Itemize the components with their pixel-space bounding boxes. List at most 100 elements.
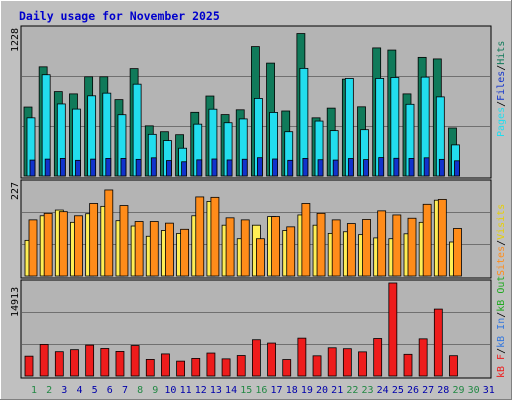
legend-kbout: kB Out (496, 276, 507, 312)
pages-bar-day-14 (226, 159, 233, 177)
kbf-bar-day-19 (297, 337, 307, 377)
pages-bar-day-10 (166, 160, 172, 177)
sites-bar-day-25 (392, 214, 402, 277)
legend-files: Files (496, 71, 507, 101)
kbf-bar-day-29 (449, 355, 458, 377)
day-label-31: 31 (483, 385, 495, 396)
day-label-14: 14 (225, 385, 237, 396)
pages-bar-day-25 (393, 157, 400, 177)
pages-bar-day-5 (90, 158, 97, 177)
pages-bar-day-27 (423, 157, 430, 177)
sites-bar-day-18 (286, 226, 296, 277)
pages-bar-day-20 (317, 159, 324, 177)
kbf-bar-day-13 (206, 352, 216, 377)
day-label-11: 11 (180, 385, 192, 396)
hits-files-pages-panel (20, 25, 492, 179)
pages-bar-day-21 (332, 159, 339, 177)
kbf-bar-day-17 (267, 342, 276, 377)
sites-bar-day-14 (225, 217, 235, 277)
day-label-13: 13 (210, 385, 222, 396)
kbf-bar-day-10 (161, 353, 170, 377)
kbf-bar-day-26 (403, 353, 413, 377)
sites-bar-day-29 (453, 228, 462, 277)
sites-bar-day-3 (58, 211, 68, 277)
pages-bar-day-24 (378, 157, 385, 177)
pages-bar-day-22 (347, 158, 354, 177)
pages-bar-day-4 (75, 159, 81, 177)
sites-bar-day-13 (210, 196, 220, 277)
pages-bar-day-3 (59, 158, 66, 177)
legend-bot: kB F/kB In/kB Out (496, 276, 507, 378)
kbf-bar-day-21 (327, 347, 337, 377)
day-label-4: 4 (76, 385, 82, 396)
legend-sites: Sites (496, 246, 507, 276)
kbf-bar-day-3 (54, 351, 64, 377)
pages-bar-day-8 (135, 158, 142, 177)
day-label-5: 5 (92, 385, 98, 396)
kbf-bar-day-12 (191, 358, 201, 377)
sites-bar-day-1 (28, 219, 38, 277)
sites-bar-day-15 (240, 219, 250, 277)
pages-bar-day-1 (29, 159, 36, 177)
day-label-2: 2 (46, 385, 52, 396)
sites-bar-day-4 (74, 215, 83, 277)
sites-bar-day-9 (149, 221, 159, 277)
day-label-30: 30 (468, 385, 480, 396)
legend-sep-4: / (496, 348, 507, 354)
day-label-19: 19 (301, 385, 313, 396)
sites-bar-day-8 (134, 221, 144, 277)
pages-bar-day-2 (44, 158, 51, 177)
day-label-6: 6 (107, 385, 113, 396)
day-label-8: 8 (137, 385, 143, 396)
sites-bar-day-20 (316, 212, 326, 277)
kbf-bar-day-23 (358, 351, 367, 377)
pages-bar-day-18 (287, 159, 294, 177)
kbf-bar-day-2 (39, 344, 49, 377)
kbf-bar-day-24 (373, 338, 383, 377)
day-labels: 1 2 3 4 5 6 7 8 9 10 11 12 13 14 15 16 17 18 19 20 21 22 23 24 2… (31, 385, 495, 396)
legend-mid: Sites/Visits (496, 204, 507, 276)
kb-panel (20, 279, 492, 379)
kbf-bar-day-27 (418, 338, 428, 377)
sites-bar-day-17 (271, 216, 280, 277)
kbf-bar-day-1 (24, 355, 34, 377)
legend-kbin: kB In (496, 318, 507, 348)
visits-sites-panel (20, 179, 492, 279)
kbf-bar-day-25 (388, 282, 398, 377)
sites-bar-day-7 (119, 205, 129, 277)
legend-sep-2: / (496, 65, 507, 71)
kbf-bar-day-20 (312, 355, 322, 377)
pages-bar-day-9 (150, 157, 157, 177)
kbf-bar-day-15 (236, 355, 246, 377)
day-label-24: 24 (377, 385, 389, 396)
legend-pages: Pages (496, 107, 507, 137)
kbf-bar-day-14 (221, 358, 231, 377)
day-label-28: 28 (437, 385, 449, 396)
day-label-3: 3 (61, 385, 67, 396)
legend-sep-3: / (496, 240, 507, 246)
pages-bar-day-6 (105, 158, 112, 177)
sites-bar-day-26 (407, 217, 417, 277)
kbf-bar-day-28 (433, 308, 443, 377)
pages-bar-day-13 (211, 158, 218, 177)
day-label-10: 10 (164, 385, 176, 396)
day-label-1: 1 (31, 385, 37, 396)
kbf-bar-day-9 (145, 359, 155, 377)
legend-sep-5: / (496, 312, 507, 318)
sites-bar-day-5 (89, 203, 99, 277)
day-label-27: 27 (422, 385, 434, 396)
mid-max-label: 227 (10, 182, 21, 200)
day-label-26: 26 (407, 385, 419, 396)
sites-bar-day-27 (422, 203, 432, 277)
sites-bar-day-24 (377, 210, 387, 277)
kbf-bar-day-4 (70, 349, 79, 377)
pages-bar-day-15 (241, 158, 248, 177)
kbf-bar-day-6 (100, 348, 110, 377)
day-label-9: 9 (152, 385, 158, 396)
bot-max-label: 14913 (10, 287, 21, 317)
pages-bar-day-7 (120, 158, 127, 177)
sites-bar-day-2 (43, 212, 53, 277)
sites-bar-day-28 (437, 198, 447, 277)
kbf-bar-day-11 (176, 360, 186, 377)
